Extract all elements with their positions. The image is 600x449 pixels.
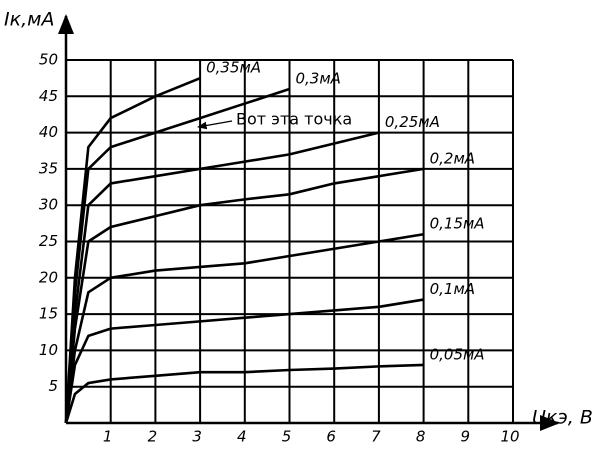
x-tick-label: 3: [192, 428, 202, 446]
annotation-arrow: [197, 120, 233, 130]
x-tick-label: 1: [103, 428, 113, 446]
y-tick-label: 15: [39, 305, 58, 323]
x-tick-label: 6: [326, 428, 336, 446]
curve: [64, 87, 290, 424]
y-tick-label: 20: [39, 268, 58, 286]
y-tick-label: 30: [39, 196, 58, 214]
legend-label: 0,05мА: [430, 345, 485, 363]
legend-label: 0,2мА: [430, 149, 475, 167]
legend-label: 0,25мА: [385, 113, 440, 131]
x-tick-label: 7: [371, 428, 381, 446]
y-tick-label: 10: [39, 341, 58, 359]
curve: [64, 167, 424, 424]
x-tick-label: 4: [237, 428, 247, 446]
legend-label: 0,35мА: [206, 59, 261, 77]
curve: [64, 363, 424, 424]
x-axis-label: Uкэ, В: [532, 407, 593, 429]
y-tick-label: 5: [48, 377, 58, 395]
x-tick-label: 2: [148, 428, 158, 446]
annotation: Вот эта точка: [236, 110, 352, 129]
y-tick-label: 45: [39, 87, 58, 105]
y-axis-label: Iк,мА: [4, 9, 54, 31]
y-tick-label: 25: [39, 232, 58, 250]
legend-label: 0,3мА: [296, 70, 341, 88]
legend-label: 0,15мА: [430, 215, 485, 233]
curve: [64, 232, 424, 424]
legend-label: 0,1мА: [430, 280, 475, 298]
x-tick-label: 8: [416, 428, 426, 446]
x-tick-label: 10: [500, 428, 519, 446]
y-tick-label: 40: [39, 123, 58, 141]
curve: [64, 298, 424, 424]
x-tick-label: 9: [461, 428, 471, 446]
y-tick-label: 35: [39, 159, 58, 177]
y-tick-label: 50: [39, 51, 58, 69]
x-tick-label: 5: [282, 428, 292, 446]
curve: [64, 131, 380, 424]
